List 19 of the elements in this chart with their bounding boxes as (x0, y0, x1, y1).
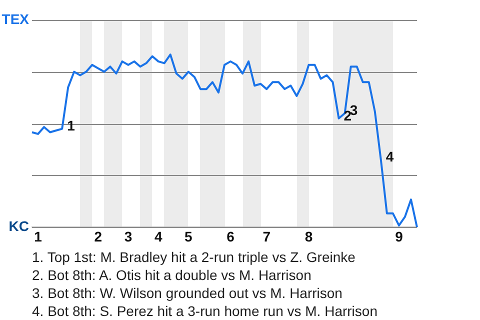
annotation: 1 (67, 118, 76, 134)
x-tick-label: 2 (94, 228, 102, 244)
x-tick-label: 7 (262, 228, 271, 244)
x-tick-label: 3 (124, 228, 132, 244)
x-tick-label: 8 (304, 228, 313, 244)
annotation: 2 (344, 107, 352, 124)
text: 3. Bot 8th: W. Wilson grounded out vs M. Harrison (32, 284, 344, 302)
x-tick-label: 9 (395, 228, 404, 244)
text: TEX (2, 10, 30, 27)
text: 2. Bot 8th: A. Otis hit a double vs M. Harrison (32, 266, 312, 284)
text: KC (8, 218, 29, 234)
text: 4. Bot 8th: S. Perez hit a 3-run home run vs M. Harrison (32, 302, 378, 320)
x-tick-label: 4 (154, 228, 162, 244)
annotation: 3 (350, 102, 358, 118)
annotation: 4 (386, 148, 394, 165)
x-tick-label: 6 (226, 228, 235, 244)
x-tick-label: 1 (34, 228, 42, 244)
x-tick-label: 5 (184, 228, 193, 244)
text: 1. Top 1st: M. Bradley hit a 2-run triple vs Z. Greinke (32, 248, 356, 266)
